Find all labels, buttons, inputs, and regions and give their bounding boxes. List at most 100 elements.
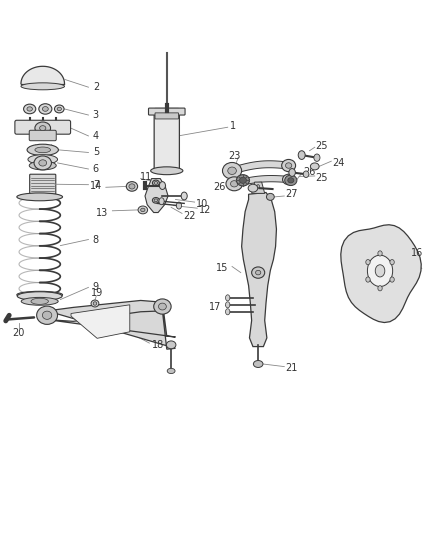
Ellipse shape xyxy=(181,192,187,200)
Ellipse shape xyxy=(226,295,230,301)
Polygon shape xyxy=(252,182,265,193)
Text: 7: 7 xyxy=(93,180,99,190)
Ellipse shape xyxy=(255,182,261,190)
Text: 10: 10 xyxy=(196,199,208,209)
Ellipse shape xyxy=(298,151,305,159)
Ellipse shape xyxy=(17,292,63,298)
Text: 24: 24 xyxy=(332,158,345,168)
Text: 20: 20 xyxy=(12,328,25,337)
Text: 8: 8 xyxy=(93,235,99,245)
Text: 14: 14 xyxy=(90,181,102,191)
Ellipse shape xyxy=(283,174,295,184)
Ellipse shape xyxy=(288,177,294,183)
Ellipse shape xyxy=(154,199,158,202)
Ellipse shape xyxy=(159,182,166,189)
Ellipse shape xyxy=(228,167,237,174)
Ellipse shape xyxy=(248,184,258,192)
Ellipse shape xyxy=(34,156,51,170)
Text: 23: 23 xyxy=(229,150,241,160)
Ellipse shape xyxy=(257,184,260,188)
FancyBboxPatch shape xyxy=(148,108,185,115)
Ellipse shape xyxy=(154,182,158,184)
Ellipse shape xyxy=(17,193,63,201)
Ellipse shape xyxy=(42,107,48,111)
Ellipse shape xyxy=(27,144,58,156)
FancyBboxPatch shape xyxy=(29,130,56,141)
Text: 25: 25 xyxy=(316,173,328,183)
Ellipse shape xyxy=(154,299,171,314)
Text: 25: 25 xyxy=(316,141,328,150)
Ellipse shape xyxy=(129,184,135,189)
Ellipse shape xyxy=(151,167,183,175)
Ellipse shape xyxy=(54,105,64,113)
Text: 1: 1 xyxy=(230,122,236,131)
Text: 27: 27 xyxy=(285,189,298,199)
Ellipse shape xyxy=(138,206,148,214)
Ellipse shape xyxy=(255,270,261,275)
Ellipse shape xyxy=(39,126,46,131)
Ellipse shape xyxy=(141,208,145,212)
Polygon shape xyxy=(232,161,289,174)
Text: 3: 3 xyxy=(93,110,99,120)
Text: 15: 15 xyxy=(216,263,229,273)
Ellipse shape xyxy=(375,265,385,277)
Text: 17: 17 xyxy=(209,302,221,312)
Ellipse shape xyxy=(24,104,36,114)
Text: 24: 24 xyxy=(250,195,262,205)
Ellipse shape xyxy=(31,298,48,304)
Ellipse shape xyxy=(366,277,370,282)
Ellipse shape xyxy=(152,198,159,203)
Ellipse shape xyxy=(367,255,392,287)
Ellipse shape xyxy=(177,202,182,209)
Text: 11: 11 xyxy=(140,172,152,182)
Ellipse shape xyxy=(35,147,50,152)
Ellipse shape xyxy=(166,341,176,349)
Ellipse shape xyxy=(28,155,57,164)
Ellipse shape xyxy=(57,107,61,111)
Ellipse shape xyxy=(266,193,274,200)
Text: 26: 26 xyxy=(303,167,315,176)
FancyBboxPatch shape xyxy=(155,113,179,119)
Ellipse shape xyxy=(285,175,297,185)
Text: 18: 18 xyxy=(152,340,164,350)
FancyBboxPatch shape xyxy=(15,120,71,134)
Ellipse shape xyxy=(27,107,32,111)
Ellipse shape xyxy=(289,168,295,176)
Text: 21: 21 xyxy=(286,363,298,373)
FancyBboxPatch shape xyxy=(30,174,56,194)
Text: 2: 2 xyxy=(93,82,99,92)
Polygon shape xyxy=(234,175,289,187)
Text: 26: 26 xyxy=(213,182,226,192)
Ellipse shape xyxy=(240,177,247,183)
Polygon shape xyxy=(242,192,276,346)
Text: 5: 5 xyxy=(93,148,99,157)
Ellipse shape xyxy=(286,177,291,182)
Ellipse shape xyxy=(93,302,97,305)
Ellipse shape xyxy=(282,159,296,172)
Ellipse shape xyxy=(252,267,265,278)
Ellipse shape xyxy=(39,160,47,166)
Ellipse shape xyxy=(223,163,242,179)
Ellipse shape xyxy=(226,302,230,308)
Ellipse shape xyxy=(35,122,50,134)
Ellipse shape xyxy=(286,163,292,168)
Polygon shape xyxy=(145,179,168,213)
Ellipse shape xyxy=(378,251,382,256)
Ellipse shape xyxy=(230,181,238,187)
Polygon shape xyxy=(71,305,130,338)
Ellipse shape xyxy=(167,368,175,374)
Ellipse shape xyxy=(152,180,159,186)
Text: 9: 9 xyxy=(93,282,99,293)
Ellipse shape xyxy=(253,360,263,367)
Ellipse shape xyxy=(311,163,319,170)
Ellipse shape xyxy=(159,303,166,310)
Ellipse shape xyxy=(29,161,56,170)
Ellipse shape xyxy=(126,182,138,191)
Ellipse shape xyxy=(390,277,394,282)
Ellipse shape xyxy=(159,198,164,205)
Ellipse shape xyxy=(42,311,52,319)
Text: 19: 19 xyxy=(91,288,103,298)
Ellipse shape xyxy=(366,260,370,265)
Ellipse shape xyxy=(37,306,57,325)
Ellipse shape xyxy=(378,286,382,291)
